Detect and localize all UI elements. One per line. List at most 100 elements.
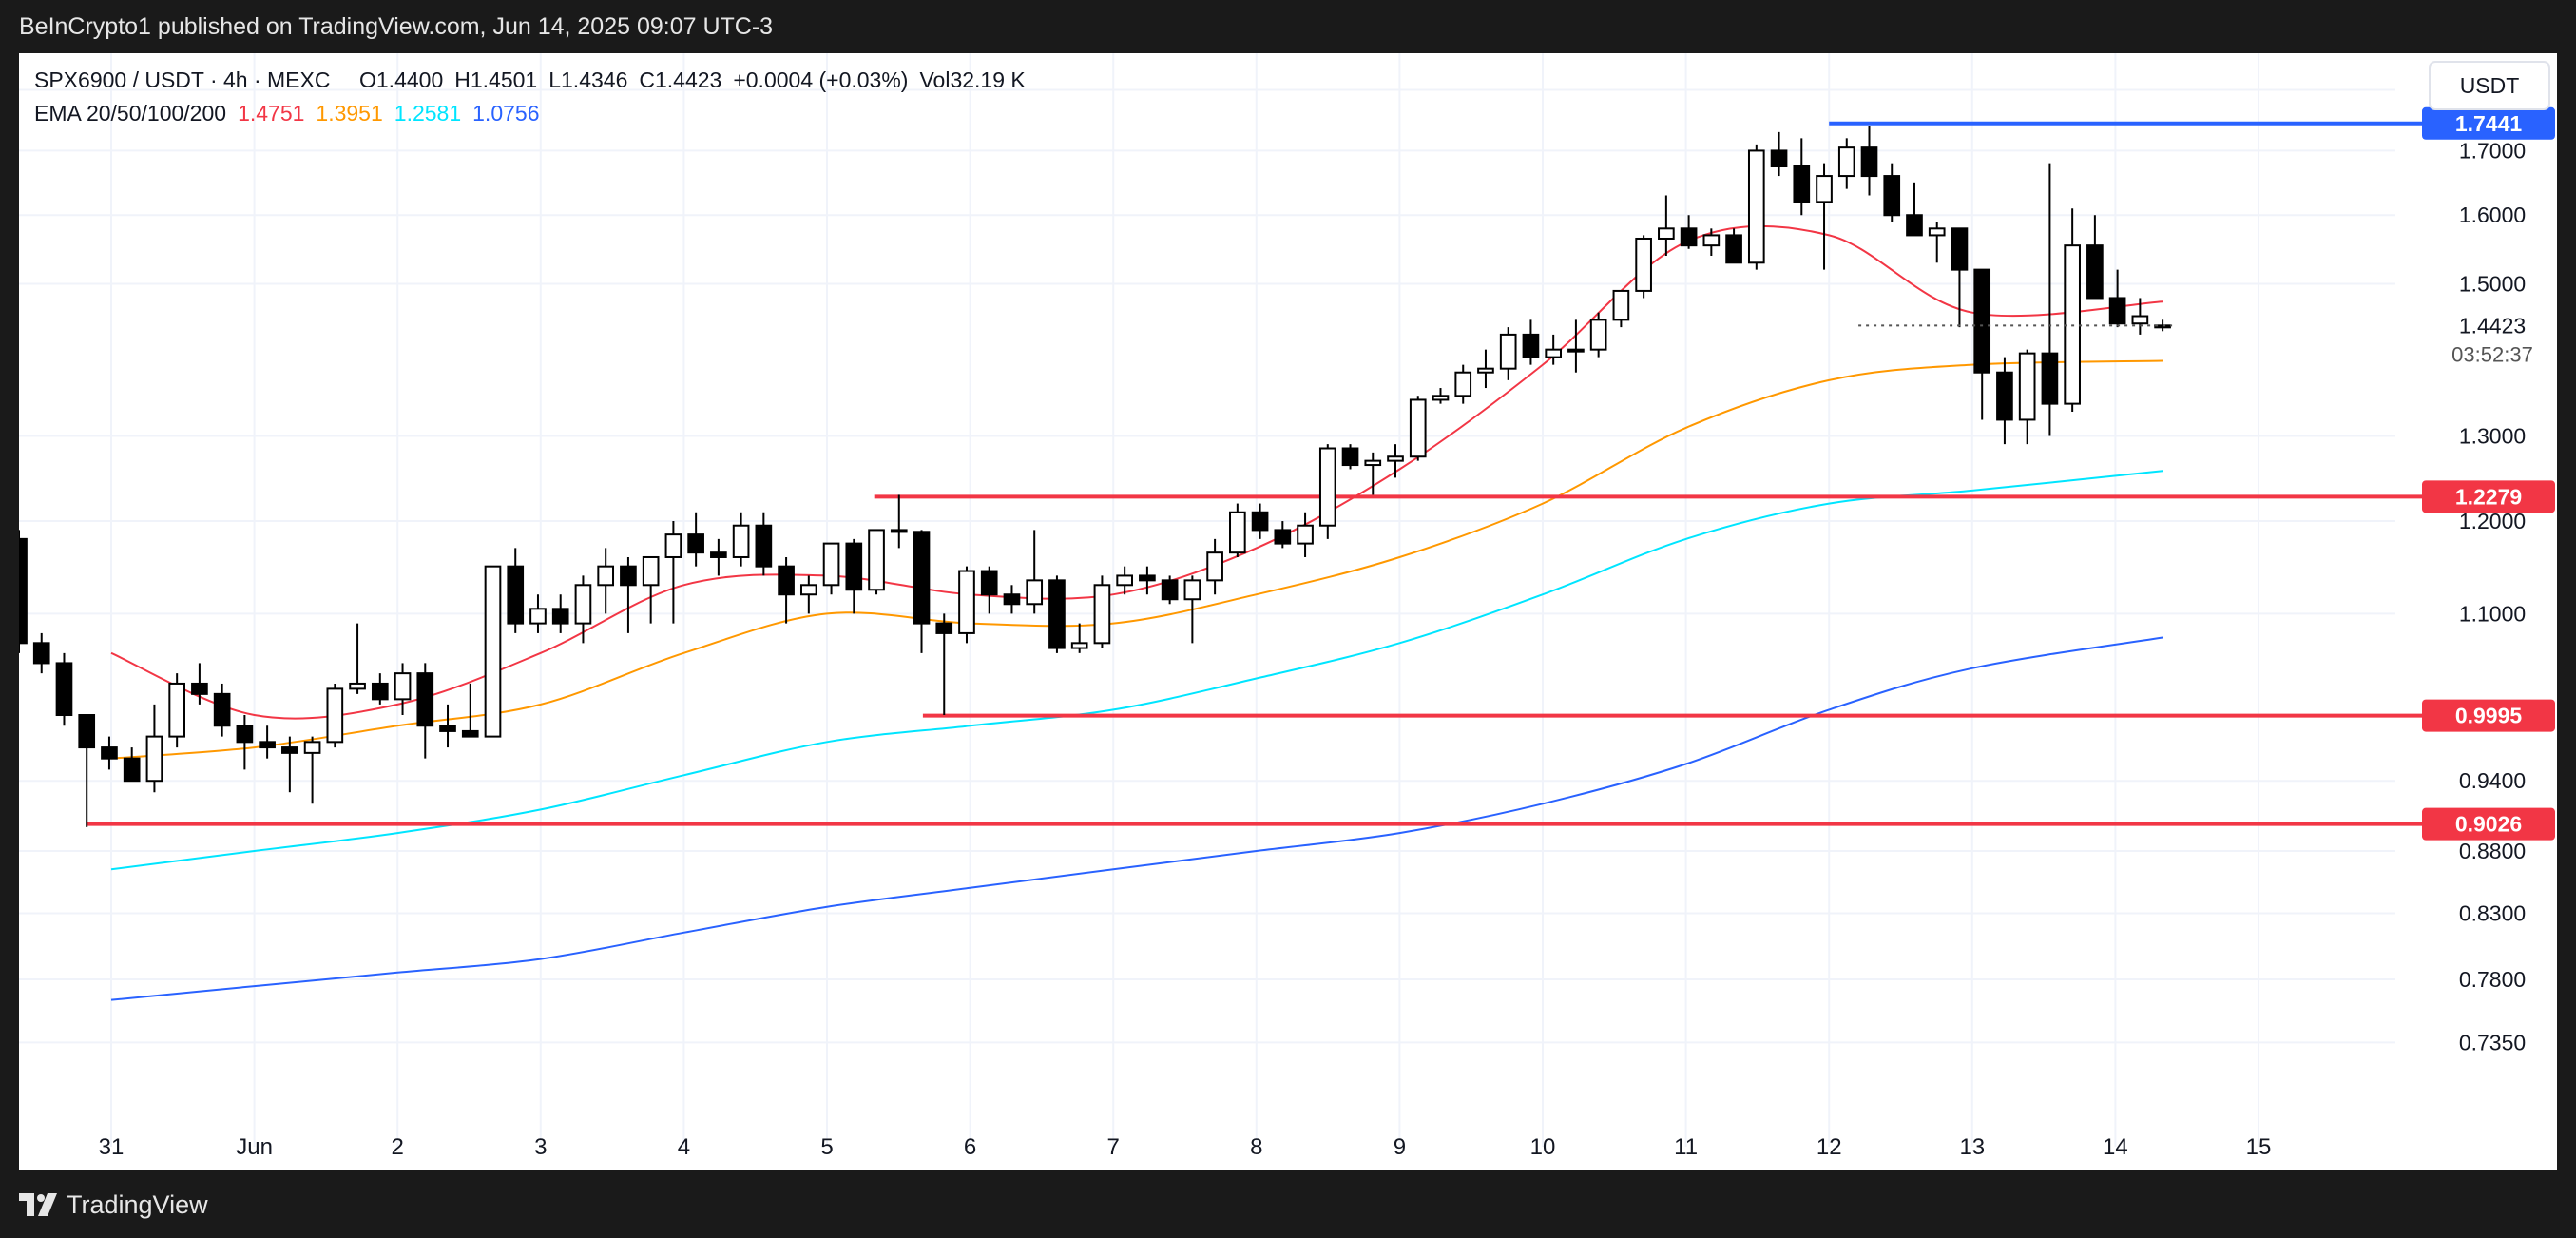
candle[interactable] bbox=[1635, 235, 1652, 299]
candle[interactable] bbox=[1680, 215, 1698, 249]
candle[interactable] bbox=[1837, 138, 1855, 189]
candle[interactable] bbox=[2018, 349, 2036, 445]
candle[interactable] bbox=[78, 714, 96, 827]
candle[interactable] bbox=[2064, 208, 2081, 412]
candle[interactable] bbox=[2131, 298, 2149, 335]
candle[interactable] bbox=[1274, 521, 1292, 549]
candle[interactable] bbox=[168, 673, 185, 748]
candle[interactable] bbox=[1906, 182, 1923, 237]
candle[interactable] bbox=[755, 512, 773, 576]
candle[interactable] bbox=[1499, 327, 1517, 380]
candle[interactable] bbox=[732, 512, 750, 567]
candle[interactable] bbox=[710, 538, 727, 576]
candle[interactable] bbox=[259, 725, 276, 759]
candle[interactable] bbox=[303, 736, 321, 804]
candle[interactable] bbox=[1048, 575, 1066, 653]
candle[interactable] bbox=[1454, 364, 1472, 404]
candle[interactable] bbox=[1387, 444, 1404, 478]
candle[interactable] bbox=[1409, 396, 1427, 461]
candle[interactable] bbox=[1070, 623, 1088, 653]
candle[interactable] bbox=[1883, 163, 1901, 222]
candle[interactable] bbox=[1973, 268, 1991, 420]
candle[interactable] bbox=[2086, 215, 2104, 300]
candle[interactable] bbox=[551, 594, 569, 633]
candle[interactable] bbox=[574, 575, 592, 644]
candle[interactable] bbox=[620, 556, 637, 633]
candle[interactable] bbox=[191, 663, 208, 705]
candle[interactable] bbox=[416, 663, 434, 759]
candle[interactable] bbox=[1658, 195, 1675, 257]
candle[interactable] bbox=[868, 529, 885, 595]
candle[interactable] bbox=[529, 594, 547, 633]
candle[interactable] bbox=[1770, 131, 1788, 177]
candle[interactable] bbox=[1364, 452, 1382, 495]
candle[interactable] bbox=[1996, 357, 2013, 445]
candle[interactable] bbox=[1206, 538, 1223, 595]
candle[interactable] bbox=[642, 555, 660, 624]
candle[interactable] bbox=[371, 673, 389, 705]
tradingview-logo[interactable]: TradingView bbox=[19, 1190, 208, 1219]
candle-body-down bbox=[439, 725, 456, 732]
candle[interactable] bbox=[1702, 228, 1721, 257]
candle[interactable] bbox=[1297, 512, 1314, 557]
candle[interactable] bbox=[1183, 575, 1201, 644]
candle[interactable] bbox=[326, 683, 344, 748]
candle[interactable] bbox=[980, 566, 998, 614]
candle[interactable] bbox=[1951, 227, 1969, 328]
candle[interactable] bbox=[1589, 312, 1607, 358]
candle[interactable] bbox=[32, 632, 50, 674]
candle[interactable] bbox=[799, 575, 817, 614]
candle[interactable] bbox=[213, 683, 231, 737]
candle[interactable] bbox=[461, 683, 479, 738]
candle[interactable] bbox=[2041, 163, 2059, 436]
candle[interactable] bbox=[664, 521, 682, 624]
candle[interactable] bbox=[507, 548, 525, 633]
candle[interactable] bbox=[778, 556, 795, 624]
candle[interactable] bbox=[1093, 575, 1111, 648]
candle[interactable] bbox=[1161, 575, 1179, 605]
candle[interactable] bbox=[1477, 349, 1494, 389]
candle[interactable] bbox=[1567, 319, 1585, 373]
candle[interactable] bbox=[1612, 289, 1630, 328]
candle[interactable] bbox=[55, 652, 73, 726]
candle[interactable] bbox=[1432, 388, 1450, 404]
candle[interactable] bbox=[1793, 138, 1811, 216]
candle[interactable] bbox=[1928, 222, 1946, 263]
candle[interactable] bbox=[1725, 228, 1742, 264]
candle[interactable] bbox=[1139, 566, 1156, 595]
candle[interactable] bbox=[281, 736, 298, 793]
price-chart[interactable]: 1.80001.70001.60001.50001.30001.20001.10… bbox=[10, 53, 2557, 1170]
chart-frame[interactable]: 1.80001.70001.60001.50001.30001.20001.10… bbox=[10, 53, 2557, 1170]
candle[interactable] bbox=[349, 623, 366, 694]
candle[interactable] bbox=[10, 530, 28, 653]
candle[interactable] bbox=[1318, 444, 1336, 539]
candle[interactable] bbox=[1860, 126, 1878, 196]
candle[interactable] bbox=[1816, 163, 1833, 270]
candle[interactable] bbox=[394, 663, 412, 716]
candle[interactable] bbox=[236, 715, 254, 770]
candle[interactable] bbox=[1341, 444, 1359, 470]
candle[interactable] bbox=[890, 494, 908, 549]
candle[interactable] bbox=[1116, 566, 1133, 595]
candle[interactable] bbox=[845, 538, 863, 614]
candle[interactable] bbox=[1229, 503, 1246, 557]
candle[interactable] bbox=[822, 542, 840, 595]
candle[interactable] bbox=[1747, 144, 1765, 270]
candle[interactable] bbox=[439, 704, 456, 748]
candle[interactable] bbox=[1545, 334, 1563, 365]
candle[interactable] bbox=[1522, 319, 1540, 365]
candle[interactable] bbox=[1026, 530, 1044, 614]
candle[interactable] bbox=[935, 613, 953, 716]
candle[interactable] bbox=[145, 704, 163, 793]
candle[interactable] bbox=[123, 747, 141, 783]
candle[interactable] bbox=[1003, 585, 1021, 614]
candle[interactable] bbox=[958, 566, 975, 644]
candle[interactable] bbox=[2108, 269, 2126, 328]
candle[interactable] bbox=[101, 736, 118, 770]
candle[interactable] bbox=[1251, 503, 1269, 539]
currency-badge[interactable] bbox=[2429, 61, 2550, 110]
candle[interactable] bbox=[913, 530, 931, 653]
candle[interactable] bbox=[597, 548, 615, 614]
candle[interactable] bbox=[484, 565, 502, 738]
candle[interactable] bbox=[687, 512, 704, 567]
